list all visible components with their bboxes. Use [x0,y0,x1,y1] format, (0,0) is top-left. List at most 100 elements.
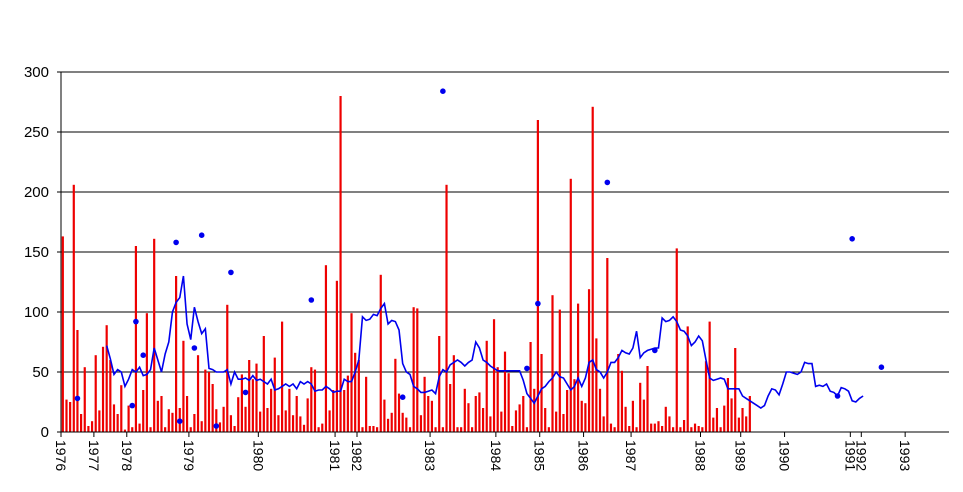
bar [522,396,525,432]
bar [335,280,338,432]
x-tick-label: 1988 [693,440,709,471]
bar [87,426,90,432]
bar [704,361,708,432]
bar [529,342,532,432]
bar [262,336,265,432]
y-tick-label: 100 [24,304,49,321]
bar [511,426,514,432]
bar [189,427,192,432]
marker-point [834,393,841,399]
bar [631,400,634,432]
bar [540,354,543,432]
bar [624,406,627,432]
bar [642,399,645,432]
bar [295,396,298,432]
bar [339,96,342,432]
bar [562,414,565,432]
bar [507,373,510,432]
bar [430,400,434,432]
bar [456,427,459,432]
bar [693,423,697,432]
bar [156,400,159,432]
x-tick-label: 1987 [623,440,639,471]
bar [492,319,496,432]
bar [682,420,686,432]
bar [270,388,273,432]
bar [207,372,211,432]
marker-point [140,352,147,359]
bar [317,427,320,432]
bar [394,358,397,432]
bar [365,376,368,432]
bar [489,416,492,432]
x-tick-label: 1990 [777,440,793,471]
bar [193,414,196,432]
bar [606,258,609,432]
marker-point [652,347,658,354]
bar [204,369,207,432]
y-tick-label: 0 [41,424,49,441]
bar [175,276,178,432]
marker-point [198,232,205,238]
bar [438,336,441,432]
bar [737,417,740,432]
bar [167,409,170,432]
bar [306,398,309,432]
bar [584,403,587,432]
marker-point [524,365,530,372]
marker-point [133,318,139,325]
bar [408,427,412,432]
bar [650,423,653,432]
bar [357,360,360,432]
bar [591,106,594,433]
marker-point [242,389,249,396]
bar [248,360,251,432]
bar [69,402,72,432]
y-tick-label: 200 [24,184,49,201]
marker-series [74,88,885,429]
bar [346,375,349,432]
bar [350,313,353,432]
marker-point [440,88,446,94]
bar [460,427,463,432]
bar [211,384,214,432]
bar [310,367,313,432]
bar [715,408,719,432]
bar [313,369,317,432]
x-tick-label: 1978 [119,440,135,471]
bar [653,423,656,432]
bar [566,390,569,432]
bar [284,410,287,432]
bar [405,417,408,432]
bar [452,355,455,432]
bar [123,429,127,432]
bar [672,427,675,432]
bar [131,427,134,432]
bar [664,406,667,432]
marker-point [191,345,198,351]
bar [639,382,642,432]
x-tick-label: 1976 [53,440,69,471]
y-tick-label: 50 [32,364,49,381]
bar [105,325,108,432]
bar [259,411,262,432]
bar [109,360,112,432]
bar [580,400,583,432]
bar [127,405,130,432]
bar [558,309,561,432]
bar [668,416,671,432]
x-tick-label: 1989 [733,440,749,471]
bar [372,426,375,432]
x-tick-label: 1991 [842,440,858,471]
bar [741,408,744,432]
marker-point [176,418,183,425]
bar [240,374,243,432]
bar [635,427,638,432]
bar [500,411,503,432]
bar [160,396,163,432]
bar [291,415,295,432]
marker-point [308,297,315,303]
bar [215,409,218,432]
bar [748,396,751,432]
